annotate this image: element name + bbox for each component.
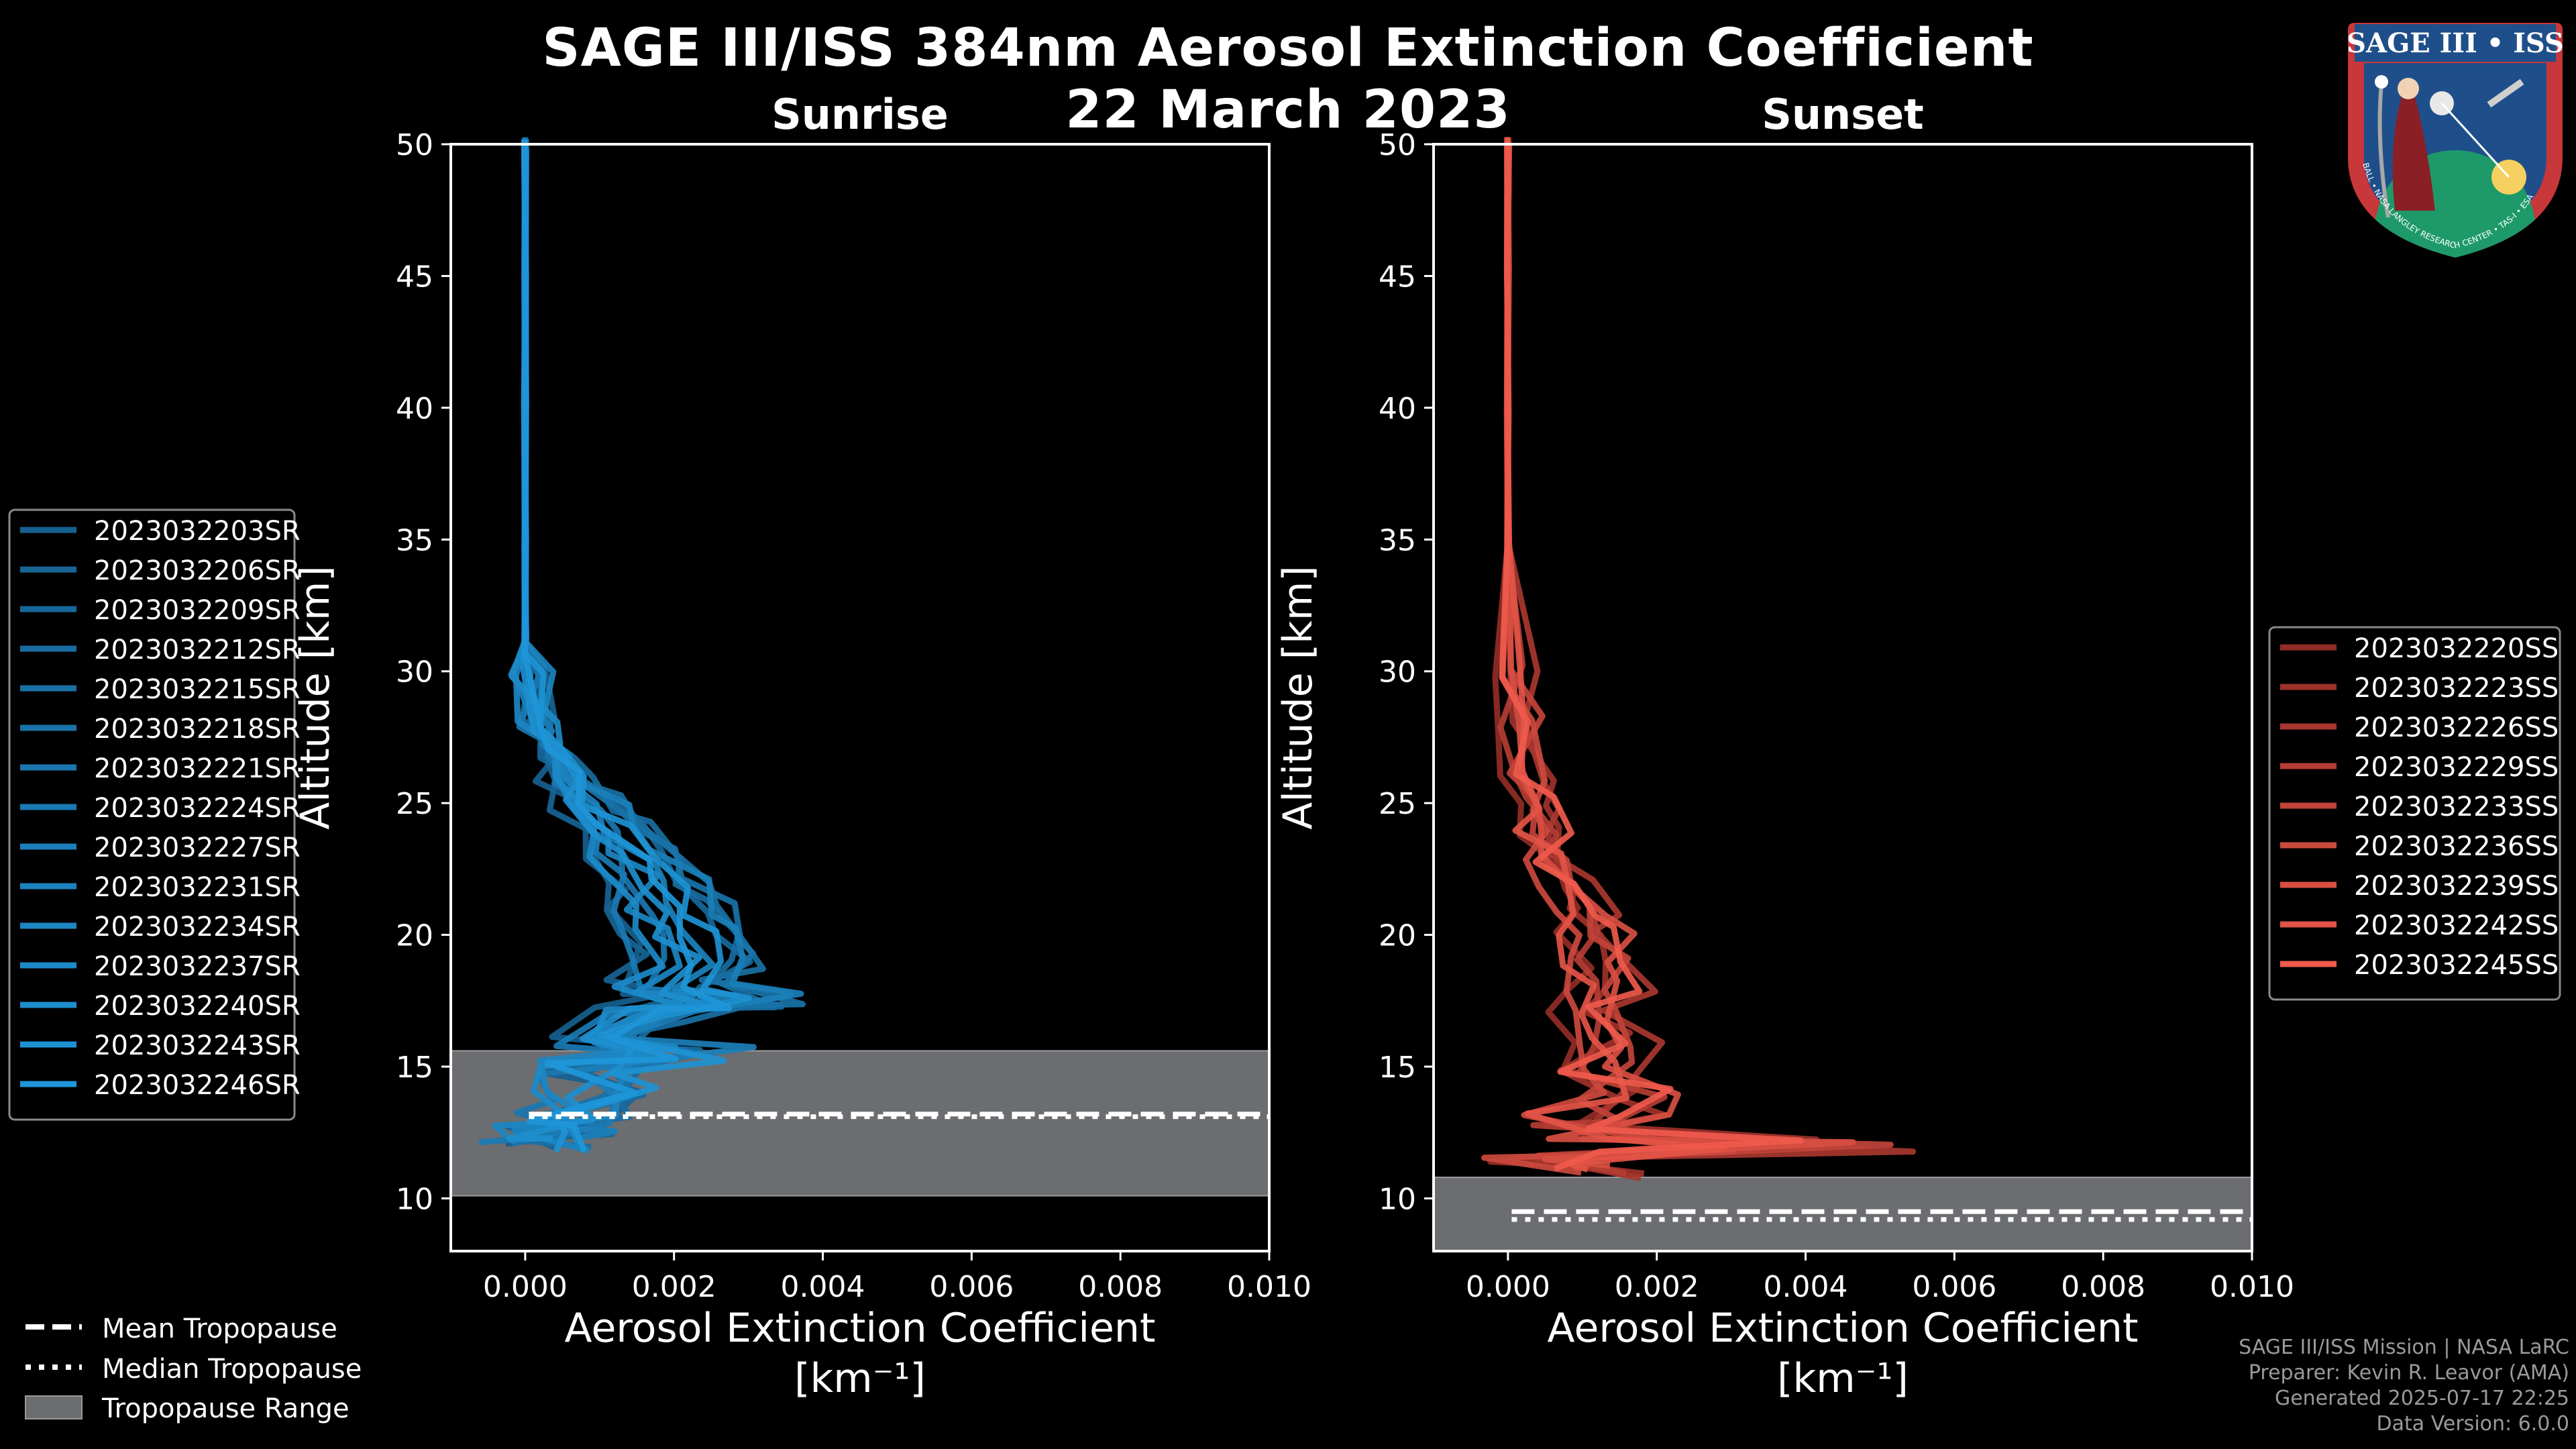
sunset-xtick-label: 0.010	[2210, 1270, 2294, 1304]
sunset-panel-title: Sunset	[1762, 90, 1924, 139]
sunset-profile-2023032226SS	[1503, 143, 1917, 1181]
sunrise-legend-label: 2023032218SR	[94, 714, 301, 745]
sunrise-ytick-label: 25	[396, 787, 433, 821]
sunset-legend-label: 2023032233SS	[2354, 792, 2559, 822]
sunset-ylabel: Altitude [km]	[1275, 566, 1322, 830]
legend-tropopause-range-label: Tropopause Range	[101, 1393, 350, 1424]
sunrise-legend-label: 2023032243SR	[94, 1030, 301, 1061]
credit-preparer: Preparer: Kevin R. Leavor (AMA)	[2248, 1361, 2569, 1385]
sunrise-ytick-label: 40	[396, 392, 433, 426]
logo-title: SAGE III • ISS	[2347, 28, 2564, 59]
sunset-axes-frame	[1432, 143, 2253, 1252]
sunset-profile-2023032242SS	[1504, 146, 1728, 1173]
sunrise-legend-label: 2023032203SR	[94, 516, 301, 547]
sunset-ytick-label: 10	[1379, 1182, 1416, 1216]
sunrise-xtick-label: 0.004	[781, 1270, 865, 1304]
sunrise-ytick-label: 35	[396, 523, 433, 557]
sunrise-legend-label: 2023032237SR	[94, 951, 301, 982]
sunrise-ytick-label: 20	[396, 919, 433, 953]
sunset-profile-2023032245SS	[1499, 137, 1804, 1172]
sunrise-ytick-label: 30	[396, 655, 433, 690]
sunrise-xlabel-units: [km⁻¹]	[794, 1355, 926, 1402]
sunrise-ytick-label: 10	[396, 1182, 433, 1216]
legend-median-tropopause-label: Median Tropopause	[102, 1354, 362, 1385]
sunrise-legend-box	[8, 508, 296, 1121]
sunset-legend-label: 2023032226SS	[2354, 712, 2559, 743]
sunset-legend-label: 2023032220SS	[2354, 633, 2559, 664]
sunrise-xtick-label: 0.008	[1078, 1270, 1163, 1304]
sunrise-xlabel: Aerosol Extinction Coefficient	[565, 1305, 1156, 1352]
sunset-profile-2023032239SS	[1503, 146, 1856, 1169]
sunset-xtick-label: 0.006	[1912, 1270, 1996, 1304]
credits-block: SAGE III/ISS Mission | NASA LaRC Prepare…	[2239, 1335, 2569, 1437]
credit-mission: SAGE III/ISS Mission | NASA LaRC	[2239, 1336, 2569, 1359]
sunset-ytick-label: 25	[1379, 787, 1416, 821]
sunrise-axes-frame	[449, 143, 1271, 1252]
sunset-legend-label: 2023032245SS	[2354, 950, 2559, 981]
sunset-legend-label: 2023032242SS	[2354, 910, 2559, 941]
sunrise-profile-2023032246SR	[521, 139, 733, 1153]
legend-tropopause-range-swatch	[25, 1395, 83, 1419]
credit-generated: Generated 2025-07-17 22:25	[2274, 1387, 2569, 1410]
sunset-profile-2023032233SS	[1504, 140, 1894, 1173]
sage-iii-iss-mission-logo: SAGE III • ISS BALL • NASA LANGLEY RESEA…	[2347, 23, 2564, 258]
sunset-ytick-label: 35	[1379, 523, 1416, 557]
sunrise-ytick-label: 50	[396, 128, 433, 162]
sunset-legend-label: 2023032236SS	[2354, 831, 2559, 862]
sunset-xtick-label: 0.000	[1466, 1270, 1550, 1304]
sunset-profile-2023032220SS	[1487, 138, 1756, 1169]
sunset-legend-label: 2023032239SS	[2354, 871, 2559, 902]
legend-mean-tropopause-label: Mean Tropopause	[102, 1313, 337, 1344]
credit-data-version: Data Version: 6.0.0	[2376, 1412, 2569, 1436]
sunset-ytick-label: 15	[1379, 1051, 1416, 1085]
figure-title: SAGE III/ISS 384nm Aerosol Extinction Co…	[0, 17, 2576, 141]
sunrise-legend-label: 2023032206SR	[94, 555, 301, 586]
sunrise-xtick-label: 0.000	[483, 1270, 568, 1304]
sunset-xtick-label: 0.008	[2061, 1270, 2145, 1304]
sunset-ytick-label: 40	[1379, 392, 1416, 426]
figure-title-line2: 22 March 2023	[1065, 80, 1511, 140]
sunrise-legend-label: 2023032212SR	[94, 635, 301, 665]
sunset-xlabel: Aerosol Extinction Coefficient	[1548, 1305, 2139, 1352]
sunrise-xtick-label: 0.002	[632, 1270, 716, 1304]
sunrise-xtick-label: 0.010	[1227, 1270, 1311, 1304]
sunset-xtick-label: 0.004	[1764, 1270, 1848, 1304]
sunset-legend-label: 2023032223SS	[2354, 673, 2559, 704]
sunset-xlabel-units: [km⁻¹]	[1777, 1355, 1909, 1402]
sunrise-legend-label: 2023032234SR	[94, 912, 301, 943]
sunrise-legend-label: 2023032231SR	[94, 872, 301, 903]
sunrise-ytick-label: 15	[396, 1051, 433, 1085]
sunrise-legend-label: 2023032224SR	[94, 793, 301, 824]
figure-title-line1: SAGE III/ISS 384nm Aerosol Extinction Co…	[542, 18, 2034, 78]
sunset-legend-label: 2023032229SS	[2354, 752, 2559, 783]
sunrise-legend-label: 2023032246SR	[94, 1070, 301, 1101]
sunset-ytick-label: 30	[1379, 655, 1416, 690]
sunrise-panel-title: Sunrise	[771, 90, 949, 139]
sunset-xtick-label: 0.002	[1615, 1270, 1699, 1304]
sunrise-legend-label: 2023032209SR	[94, 595, 301, 626]
sunrise-legend-label: 2023032215SR	[94, 674, 301, 705]
sunset-profile-2023032229SS	[1497, 149, 1818, 1177]
sunrise-ylabel: Altitude [km]	[292, 566, 339, 830]
sunrise-xtick-label: 0.006	[929, 1270, 1014, 1304]
sunrise-ytick-label: 45	[396, 260, 433, 294]
sunset-legend-box	[2268, 626, 2561, 1001]
sunset-ytick-label: 50	[1379, 128, 1416, 162]
sunset-ytick-label: 20	[1379, 919, 1416, 953]
sunset-tropopause-range-band	[1433, 1177, 2253, 1252]
sunset-ytick-label: 45	[1379, 260, 1416, 294]
sunrise-legend-label: 2023032227SR	[94, 833, 301, 863]
sunrise-legend-label: 2023032240SR	[94, 991, 301, 1022]
sunrise-legend-label: 2023032221SR	[94, 753, 301, 784]
